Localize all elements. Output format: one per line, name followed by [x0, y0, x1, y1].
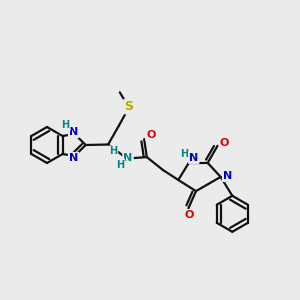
Text: N: N	[123, 152, 133, 163]
Text: H: H	[61, 120, 70, 130]
Text: H: H	[116, 160, 124, 170]
Text: O: O	[220, 138, 229, 148]
Text: N: N	[69, 127, 78, 137]
Text: O: O	[185, 210, 194, 220]
Text: H: H	[180, 149, 188, 159]
Text: O: O	[146, 130, 156, 140]
Text: H: H	[109, 146, 117, 157]
Text: N: N	[189, 153, 198, 163]
Text: N: N	[69, 153, 78, 163]
Text: N: N	[223, 171, 232, 181]
Text: S: S	[124, 100, 133, 113]
